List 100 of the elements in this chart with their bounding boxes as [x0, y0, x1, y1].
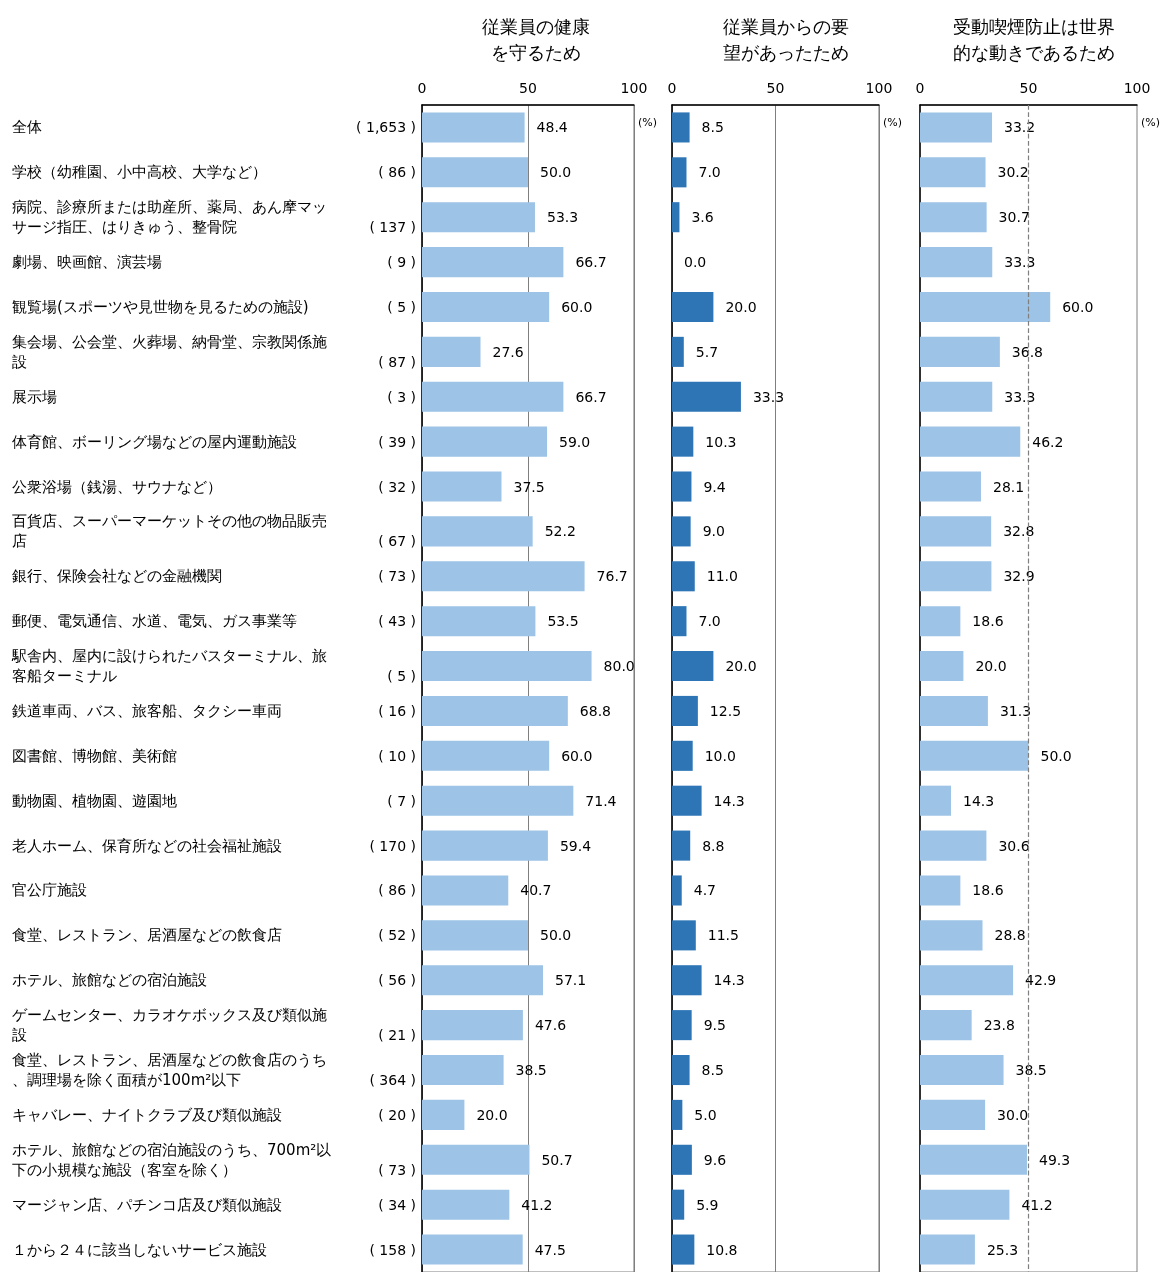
bar: [920, 1189, 1010, 1220]
data-label: 59.4: [559, 837, 592, 854]
category-label: ホテル、旅館などの宿泊施設 ( 56 ): [12, 971, 416, 990]
bar: [920, 875, 961, 906]
data-label: 46.2: [1032, 433, 1064, 450]
data-label: 41.2: [521, 1196, 553, 1213]
bar: [672, 1010, 692, 1041]
data-label: 12.5: [709, 702, 742, 719]
data-label: 47.6: [534, 1017, 567, 1034]
bar: [920, 740, 1029, 771]
data-label: 48.4: [536, 119, 568, 136]
data-label: 50.0: [539, 927, 572, 944]
data-label: 33.3: [1004, 388, 1036, 405]
category-label: 老人ホーム、保育所などの社会福祉施設 ( 170 ): [12, 836, 416, 855]
bar: [920, 516, 992, 547]
bar: [672, 202, 680, 233]
bar: [422, 202, 535, 233]
bar: [920, 1010, 972, 1041]
data-label: 7.0: [698, 613, 721, 630]
bar: [672, 291, 714, 323]
bar: [672, 1234, 695, 1265]
bar: [920, 1234, 975, 1265]
bar: [920, 291, 1051, 323]
bar: [920, 965, 1014, 996]
x-tick-label: 0: [667, 80, 677, 96]
x-tick-label: 100: [620, 80, 648, 96]
bar: [422, 426, 548, 457]
data-label: 9.5: [703, 1017, 726, 1034]
bar: [672, 1099, 683, 1130]
data-label: 60.0: [561, 747, 593, 764]
bar: [422, 830, 548, 861]
bar: [672, 471, 692, 502]
data-label: 14.3: [713, 972, 745, 989]
data-label: 27.6: [492, 343, 524, 360]
bar: [672, 426, 694, 457]
data-label: 31.3: [999, 702, 1032, 719]
chart-title: 受動喫煙防止は世界的な動きであるため: [952, 15, 1115, 63]
category-label: 劇場、映画館、演芸場 ( 9 ): [12, 253, 416, 272]
data-label: 57.1: [555, 972, 587, 989]
data-label: 7.0: [698, 164, 721, 181]
data-label: 50.0: [1040, 747, 1072, 764]
category-label: １から２４に該当しないサービス施設 ( 158 ): [12, 1240, 416, 1259]
data-label: 10.0: [704, 747, 736, 764]
bar: [672, 336, 684, 367]
category-label: 郵便、電気通信、水道、電気、ガス事業等 ( 43 ): [12, 612, 416, 631]
bar: [672, 1144, 692, 1175]
data-label: 25.3: [986, 1241, 1019, 1258]
bar: [422, 516, 533, 547]
data-label: 49.3: [1038, 1151, 1071, 1168]
category-label: 集会場、公会堂、火葬場、納骨堂、宗教関係施設 ( 87 ): [12, 332, 416, 371]
data-label: 8.5: [701, 1062, 724, 1079]
data-label: 30.7: [998, 209, 1030, 226]
x-tick-label: 50: [766, 80, 785, 96]
data-label: 14.3: [713, 792, 745, 809]
bar: [422, 1189, 510, 1220]
x-tick-label: 100: [865, 80, 893, 96]
data-label: 37.5: [513, 478, 545, 495]
data-label: 71.4: [585, 792, 617, 809]
bar: [422, 651, 592, 682]
bar: [672, 695, 698, 726]
data-label: 30.0: [997, 1106, 1029, 1123]
bar: [672, 606, 687, 637]
data-label: 14.3: [963, 792, 995, 809]
data-label: 40.7: [520, 882, 552, 899]
data-label: 50.7: [541, 1151, 573, 1168]
data-label: 30.2: [997, 164, 1029, 181]
category-label: 観覧場(スポーツや見世物を見るための施設) ( 5 ): [12, 297, 416, 316]
bar: [920, 830, 987, 861]
category-label: 学校（幼稚園、小中高校、大学など） ( 86 ): [12, 163, 416, 182]
x-axis-title: (%): [882, 116, 903, 129]
data-label: 32.8: [1003, 523, 1035, 540]
category-label: 図書館、博物館、美術館 ( 10 ): [12, 746, 416, 765]
bar: [422, 1010, 523, 1041]
bar: [920, 336, 1000, 367]
bar: [422, 157, 528, 188]
bar: [422, 1054, 504, 1086]
bar: [422, 875, 509, 906]
bar: [920, 785, 952, 816]
data-label: 3.6: [691, 209, 714, 226]
data-label: 9.4: [703, 478, 726, 495]
bar: [920, 247, 993, 278]
data-label: 10.3: [705, 433, 737, 450]
category-label: 展示場 ( 3 ): [12, 387, 416, 406]
data-label: 38.5: [1015, 1062, 1047, 1079]
data-label: 47.5: [534, 1241, 566, 1258]
category-label: ホテル、旅館などの宿泊施設のうち、700m²以下の小規模な施設（客室を除く） ( 73 ): [12, 1140, 416, 1179]
data-label: 5.7: [695, 343, 719, 360]
data-label: 59.0: [559, 433, 591, 450]
bar: [672, 381, 741, 412]
data-label: 28.8: [994, 927, 1026, 944]
data-label: 9.0: [702, 523, 725, 540]
bar: [422, 606, 536, 637]
x-axis-title: (%): [1141, 116, 1161, 129]
category-label: マージャン店、パチンコ店及び類似施設 ( 34 ): [12, 1195, 416, 1214]
data-label: 33.3: [1004, 254, 1036, 271]
data-label: 60.0: [1062, 298, 1094, 315]
x-tick-label: 100: [1123, 80, 1151, 96]
data-label: 4.7: [693, 882, 716, 899]
bar: [920, 651, 964, 682]
category-label: 食堂、レストラン、居酒屋などの飲食店 ( 52 ): [12, 926, 416, 945]
